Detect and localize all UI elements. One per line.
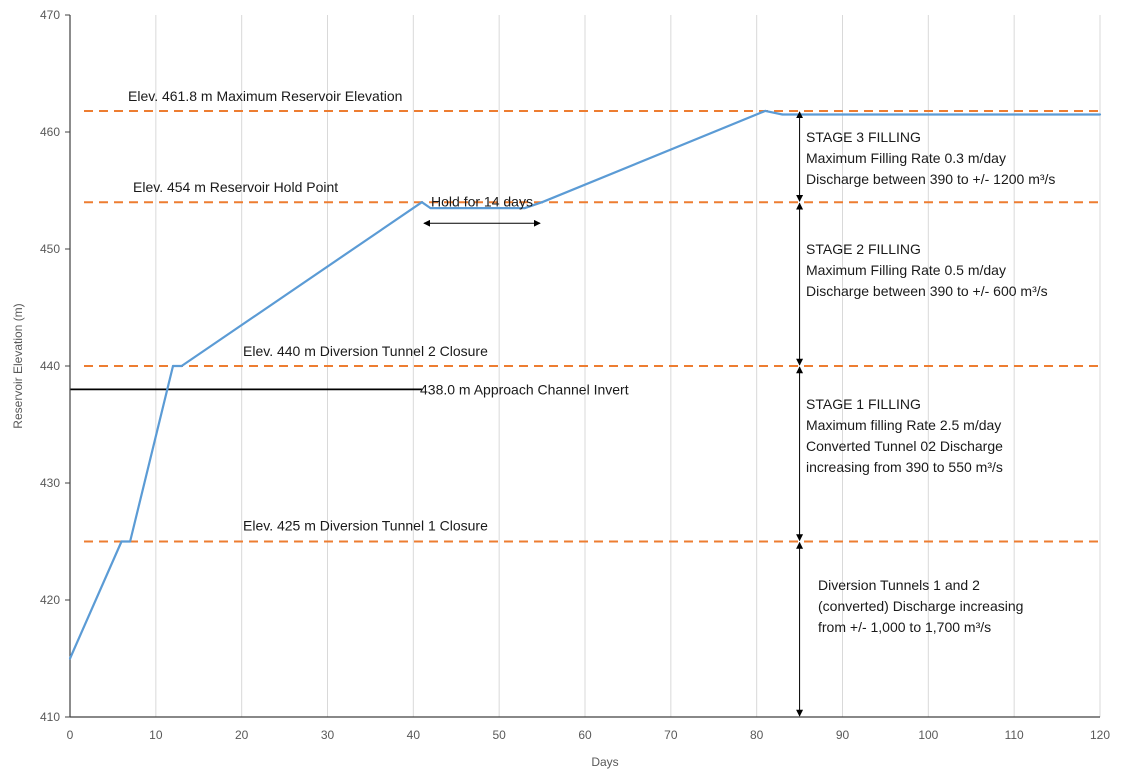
data-point: [540, 201, 544, 204]
data-point: [764, 109, 767, 113]
x-tick-label: 90: [836, 728, 850, 742]
stage-text-line: Discharge between 390 to +/- 1200 m³/s: [806, 171, 1055, 187]
series-layer: [68, 109, 1102, 660]
stage-text-line: from +/- 1,000 to 1,700 m³/s: [818, 619, 991, 635]
reservoir-elevation-line: [68, 109, 1100, 659]
x-tick-label: 70: [664, 728, 678, 742]
x-tick-label: 30: [321, 728, 335, 742]
stage-text-line: Discharge between 390 to +/- 600 m³/s: [806, 283, 1048, 299]
x-tick-label: 120: [1090, 728, 1110, 742]
x-tick-label: 50: [492, 728, 506, 742]
reference-lines: [70, 109, 1100, 543]
stage-text-line: Maximum filling Rate 2.5 m/day: [806, 417, 1001, 433]
y-axis-title: Reservoir Elevation (m): [11, 303, 25, 428]
stage-text-line: increasing from 390 to 550 m³/s: [806, 459, 1003, 475]
y-tick-label: 460: [40, 125, 60, 139]
annotations: Elev. 461.8 m Maximum Reservoir Elevatio…: [128, 88, 1055, 717]
x-tick-label: 110: [1005, 728, 1024, 742]
stage-text-line: Diversion Tunnels 1 and 2: [818, 577, 980, 593]
y-tick-label: 420: [40, 593, 60, 607]
y-tick-label: 440: [40, 359, 60, 373]
x-tick-label: 100: [918, 728, 938, 742]
stage-text-line: Maximum Filling Rate 0.5 m/day: [806, 262, 1006, 278]
data-point: [128, 540, 132, 543]
x-tick-label: 40: [407, 728, 421, 742]
x-tick-label: 80: [750, 728, 764, 742]
data-point: [523, 206, 527, 210]
stage-text-line: STAGE 2 FILLING: [806, 241, 921, 257]
stage-text-line: Maximum Filling Rate 0.3 m/day: [806, 150, 1006, 166]
data-point: [1098, 113, 1102, 116]
data-point: [420, 201, 424, 204]
stage-text-line: (converted) Discharge increasing: [818, 598, 1023, 614]
x-tick-label: 60: [578, 728, 592, 742]
y-tick-label: 470: [40, 8, 60, 22]
y-tick-label: 450: [40, 242, 60, 256]
x-tick-label: 10: [149, 728, 163, 742]
data-point: [781, 113, 784, 116]
y-tick-label: 430: [40, 476, 60, 490]
reference-line-label: 438.0 m Approach Channel Invert: [420, 381, 629, 397]
x-tick-label: 20: [235, 728, 249, 742]
data-point: [68, 657, 72, 660]
axes: 0 10 20 30 40 50 60 70 80 90 100 110 120 410 420 430 440…: [40, 8, 1110, 742]
reference-line-label: Elev. 440 m Diversion Tunnel 2 Closure: [243, 343, 488, 359]
hold-duration-label: Hold for 14 days: [431, 193, 533, 209]
data-point: [171, 364, 175, 368]
reference-line-label: Elev. 425 m Diversion Tunnel 1 Closure: [243, 518, 488, 534]
data-point: [429, 206, 432, 210]
reference-line-label: Elev. 454 m Reservoir Hold Point: [133, 179, 338, 195]
y-tick-label: 410: [40, 710, 60, 724]
data-point: [120, 540, 123, 543]
x-tick-label: 0: [67, 728, 74, 742]
stage-text-line: STAGE 1 FILLING: [806, 396, 921, 412]
data-point: [180, 364, 183, 368]
stage-text-line: Converted Tunnel 02 Discharge: [806, 438, 1003, 454]
x-axis-title: Days: [591, 755, 618, 769]
stage-text-line: STAGE 3 FILLING: [806, 129, 921, 145]
reference-line-label: Elev. 461.8 m Maximum Reservoir Elevatio…: [128, 88, 402, 104]
